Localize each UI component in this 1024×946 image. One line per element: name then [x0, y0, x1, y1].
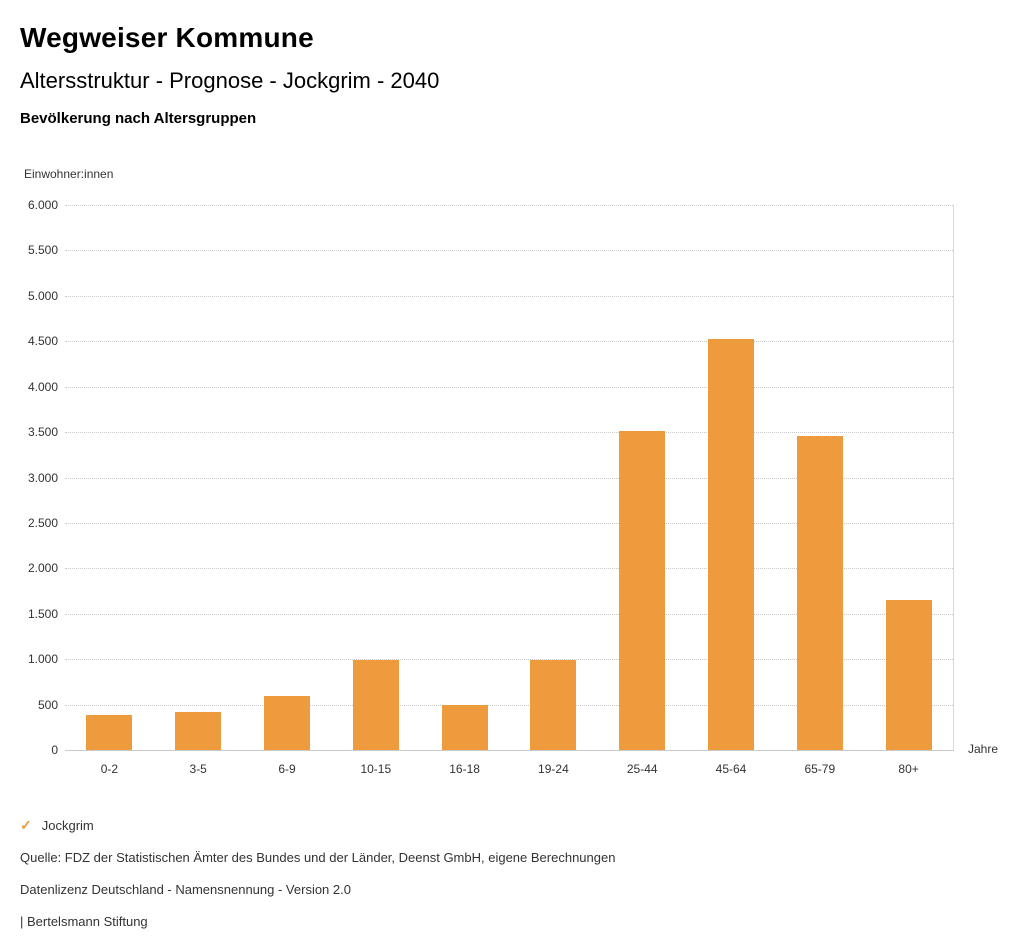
page-title: Wegweiser Kommune: [20, 22, 314, 53]
plot-area: [65, 205, 954, 751]
y-axis-title: Einwohner:innen: [24, 167, 114, 181]
x-tick-label: 65-79: [804, 762, 836, 776]
license-note: Datenlizenz Deutschland - Namensnennung …: [20, 882, 351, 897]
bar-25-44[interactable]: [619, 431, 666, 750]
gridline: [65, 568, 953, 570]
x-tick-label: 10-15: [360, 762, 392, 776]
bar-chart: Einwohner:innen 0 500 1.000 1.500 2.000 2.500…: [20, 167, 1004, 803]
y-tick-label: 6.000: [27, 198, 58, 212]
x-tick-label: 6-9: [278, 762, 296, 776]
y-tick-label: 1.500: [27, 606, 58, 621]
x-tick-label: 19-24: [538, 762, 569, 776]
bar-80+[interactable]: [885, 600, 932, 750]
y-tick-label: 4.500: [27, 334, 58, 349]
gridline: [65, 205, 953, 206]
y-tick-label: 500: [37, 697, 58, 712]
bar-19-24[interactable]: [530, 660, 577, 750]
y-tick-label: 3.500: [27, 425, 58, 440]
gridline: [65, 659, 953, 661]
gridline: [65, 704, 953, 706]
x-tick-label: 45-64: [715, 762, 747, 776]
y-tick-label: 2.500: [27, 515, 58, 530]
bar-45-64[interactable]: [708, 338, 754, 750]
gridline: [65, 477, 953, 479]
gridline: [65, 386, 953, 388]
x-tick-label: 0-2: [100, 762, 119, 776]
y-tick-label: 1.000: [27, 652, 58, 667]
gridline: [65, 250, 953, 252]
source-note: Quelle: FDZ der Statistischen Ämter des …: [20, 850, 616, 865]
chart-title: Altersstruktur - Prognose - Jockgrim - 2…: [20, 68, 440, 93]
y-axis-tick-labels: 0 500 1.000 1.500 2.000 2.500 3.000 3.500 4.000 4…: [20, 198, 58, 757]
check-icon: ✓: [20, 817, 32, 833]
y-tick-label: 2.000: [27, 561, 58, 576]
publisher-note: | Bertelsmann Stiftung: [20, 914, 148, 929]
y-tick-label: 0: [51, 743, 58, 757]
legend-item-jockgrim[interactable]: ✓ Jockgrim: [20, 817, 94, 834]
legend-label: Jockgrim: [41, 818, 94, 833]
x-tick-label: 3-5: [189, 762, 207, 776]
x-axis-title: Jahre: [967, 742, 998, 756]
footer: Quelle: FDZ der Statistischen Ämter des …: [20, 850, 1004, 929]
bar-6-9[interactable]: [264, 695, 310, 750]
gridline: [65, 295, 953, 297]
x-axis-tick-labels: 0-2 3-5 6-9 10-15 16-18 19-24 25-44 45-64 65-79 8…: [65, 762, 954, 778]
x-tick-label: 16-18: [449, 762, 480, 776]
gridline: [65, 522, 953, 524]
y-tick-label: 4.000: [27, 379, 58, 394]
bar-10-15[interactable]: [352, 660, 399, 750]
bar-65-79[interactable]: [796, 435, 843, 750]
bar-3-5[interactable]: [175, 711, 222, 750]
gridline: [65, 341, 953, 343]
bar-16-18[interactable]: [441, 704, 488, 750]
y-tick-label: 5.500: [27, 243, 58, 258]
chart-section-title: Bevölkerung nach Altersgruppen: [20, 110, 257, 127]
x-tick-label: 25-44: [626, 762, 658, 776]
y-tick-label: 3.000: [27, 470, 58, 485]
gridline: [65, 432, 953, 434]
gridline: [65, 613, 953, 615]
bar-0-2[interactable]: [86, 714, 133, 750]
x-tick-label: 80+: [898, 762, 919, 776]
y-tick-label: 5.000: [27, 288, 58, 303]
